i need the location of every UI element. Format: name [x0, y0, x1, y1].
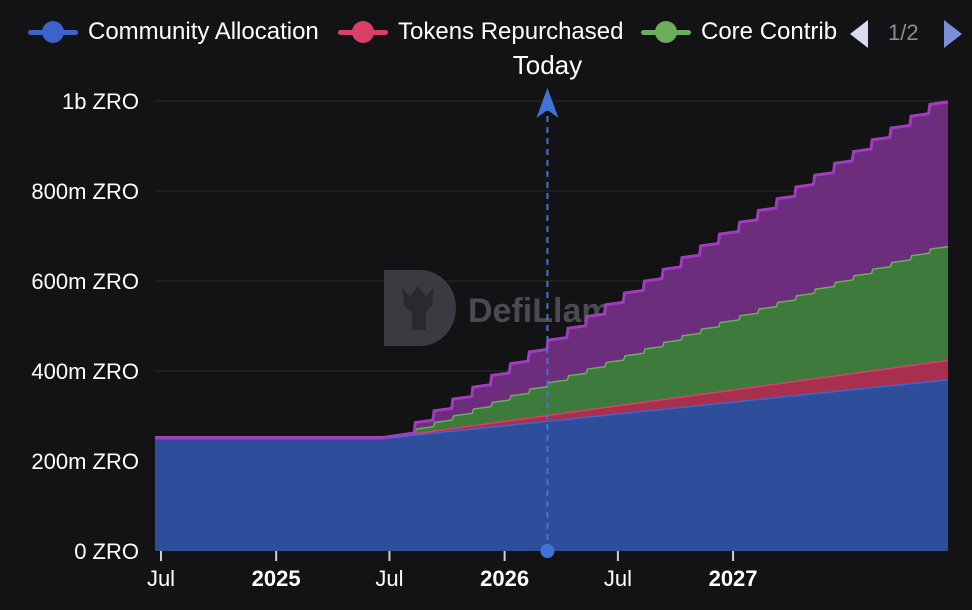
x-tick-label: Jul — [604, 566, 632, 591]
today-marker-handle[interactable] — [540, 544, 555, 558]
x-axis: Jul 2025 Jul 2026 Jul 2027 — [147, 551, 758, 591]
legend-swatch-icon — [28, 14, 78, 50]
legend-label: Core Contrib — [701, 18, 838, 45]
today-marker-arrow-icon — [536, 88, 559, 118]
y-tick-label: 400m ZRO — [31, 359, 139, 384]
legend-item-core-contrib[interactable]: Core Contrib — [641, 14, 837, 50]
y-tick-label: 800m ZRO — [31, 179, 139, 204]
legend-dot-community — [42, 21, 64, 43]
legend-item-tokens-repurchased[interactable]: Tokens Repurchased — [338, 14, 623, 50]
legend: Community Allocation Tokens Repurchased … — [0, 0, 972, 66]
legend-prev-page-icon[interactable] — [848, 18, 872, 50]
x-tick-label: 2026 — [480, 566, 529, 591]
legend-dot-core — [655, 21, 677, 43]
y-tick-label: 200m ZRO — [31, 449, 139, 474]
stacked-areas — [155, 100, 949, 551]
today-marker[interactable]: Today — [513, 50, 582, 558]
y-axis: 0 ZRO 200m ZRO 400m ZRO 600m ZRO 800m ZRO 1b … — [31, 89, 139, 564]
legend-dot-repurchased — [352, 21, 374, 43]
defillama-watermark: DefiLlama — [384, 270, 632, 346]
area-investors — [155, 101, 948, 438]
legend-label: Tokens Repurchased — [398, 18, 624, 45]
area-community — [155, 379, 948, 551]
legend-items: Community Allocation Tokens Repurchased … — [0, 0, 838, 66]
y-tick-label: 1b ZRO — [62, 89, 139, 114]
today-label: Today — [513, 50, 582, 80]
legend-label: Community Allocation — [88, 18, 319, 45]
legend-swatch-icon — [338, 14, 388, 50]
y-tick-label: 0 ZRO — [74, 539, 139, 564]
legend-swatch-icon — [641, 14, 691, 50]
x-tick-label: 2027 — [709, 566, 758, 591]
legend-item-community-allocation[interactable]: Community Allocation — [28, 14, 319, 50]
line-investors — [155, 100, 949, 440]
x-tick-label: Jul — [147, 566, 175, 591]
y-tick-label: 600m ZRO — [31, 269, 139, 294]
legend-page-indicator: 1/2 — [888, 20, 919, 45]
x-tick-label: Jul — [375, 566, 403, 591]
x-tick-label: 2025 — [252, 566, 301, 591]
legend-next-page-icon[interactable] — [940, 18, 964, 50]
area-core — [155, 245, 948, 438]
defillama-logo-icon — [384, 270, 456, 346]
